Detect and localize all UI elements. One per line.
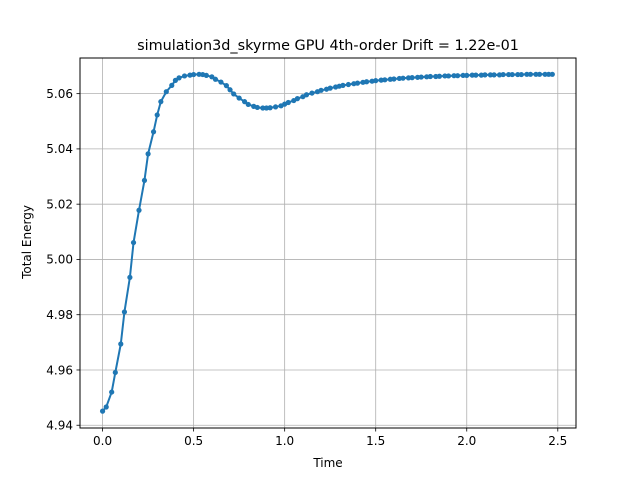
data-point bbox=[409, 75, 415, 81]
data-point bbox=[436, 73, 443, 79]
data-point bbox=[451, 73, 457, 79]
data-point bbox=[130, 239, 137, 246]
data-point bbox=[163, 89, 169, 95]
data-point bbox=[509, 71, 515, 78]
data-point bbox=[400, 75, 406, 81]
data-point bbox=[254, 104, 260, 111]
data-point bbox=[518, 71, 524, 78]
data-point bbox=[118, 341, 124, 347]
data-point bbox=[469, 72, 475, 78]
data-point bbox=[99, 408, 106, 414]
data-point bbox=[487, 72, 494, 78]
data-point bbox=[176, 75, 182, 81]
data-point bbox=[418, 74, 424, 80]
data-point bbox=[218, 79, 224, 85]
data-point bbox=[303, 92, 310, 98]
data-point bbox=[227, 87, 233, 93]
data-point bbox=[500, 71, 506, 78]
y-tick-label: 4.98 bbox=[46, 308, 73, 322]
data-point bbox=[491, 72, 497, 78]
data-point bbox=[236, 95, 242, 101]
data-point bbox=[260, 105, 266, 111]
y-tick-label: 4.94 bbox=[46, 419, 73, 433]
data-point bbox=[158, 99, 164, 105]
data-point bbox=[533, 71, 539, 77]
x-tick-label: 1.5 bbox=[366, 434, 385, 448]
x-axis-label: Time bbox=[312, 456, 342, 470]
data-point bbox=[223, 83, 229, 89]
grid-lines bbox=[80, 58, 576, 428]
data-point bbox=[373, 78, 379, 84]
data-point bbox=[191, 71, 197, 78]
data-point bbox=[112, 369, 118, 376]
data-point bbox=[169, 82, 175, 88]
data-point bbox=[109, 389, 115, 395]
data-point bbox=[145, 151, 151, 157]
data-point bbox=[506, 71, 512, 78]
data-point bbox=[527, 71, 534, 77]
data-point bbox=[294, 96, 301, 102]
data-point bbox=[309, 90, 315, 96]
data-point bbox=[524, 71, 530, 77]
data-point bbox=[542, 71, 548, 77]
x-tick-label: 2.5 bbox=[548, 434, 567, 448]
y-tick-label: 4.96 bbox=[46, 363, 73, 377]
data-point bbox=[136, 207, 142, 213]
data-point bbox=[172, 77, 179, 83]
data-point bbox=[154, 112, 160, 118]
y-tick-label: 5.06 bbox=[46, 87, 73, 101]
data-point bbox=[464, 72, 470, 79]
data-point bbox=[267, 105, 273, 111]
chart-title: simulation3d_skyrme GPU 4th-order Drift … bbox=[137, 38, 519, 54]
data-point bbox=[536, 71, 543, 77]
x-tick-label: 2.0 bbox=[457, 434, 476, 448]
data-point bbox=[203, 72, 209, 79]
data-point bbox=[442, 73, 448, 79]
data-point bbox=[212, 76, 219, 82]
data-point bbox=[460, 72, 466, 79]
data-point bbox=[231, 91, 237, 97]
x-axis-ticks: 0.0 0.5 1.0 1.5 2.0 2.5 bbox=[93, 428, 567, 448]
data-point bbox=[181, 73, 188, 79]
data-point bbox=[482, 72, 488, 78]
data-point bbox=[427, 73, 433, 80]
data-point bbox=[285, 99, 291, 106]
data-point bbox=[445, 73, 452, 79]
data-point bbox=[354, 80, 361, 86]
data-point bbox=[245, 101, 251, 108]
data-point bbox=[127, 274, 133, 280]
data-point bbox=[391, 76, 397, 82]
series-layer bbox=[99, 71, 555, 414]
data-point bbox=[364, 79, 370, 85]
data-point bbox=[340, 82, 346, 88]
data-point bbox=[515, 71, 521, 78]
data-point bbox=[345, 81, 351, 88]
y-tick-label: 5.02 bbox=[46, 197, 73, 211]
data-point bbox=[473, 72, 479, 78]
plot-frame bbox=[79, 57, 577, 429]
data-point bbox=[318, 87, 324, 93]
data-point bbox=[546, 71, 552, 77]
data-point bbox=[455, 73, 461, 79]
data-point bbox=[382, 77, 388, 83]
data-point bbox=[549, 71, 555, 77]
data-point bbox=[327, 85, 333, 91]
y-tick-label: 5.04 bbox=[46, 142, 73, 156]
y-axis-label: Total Energy bbox=[20, 205, 34, 280]
data-point bbox=[209, 74, 215, 80]
x-tick-label: 0.5 bbox=[184, 434, 203, 448]
x-tick-label: 1.0 bbox=[275, 434, 294, 448]
data-point bbox=[272, 104, 279, 110]
data-point bbox=[150, 129, 157, 135]
data-point bbox=[103, 404, 109, 410]
y-tick-label: 5.00 bbox=[46, 253, 73, 267]
data-point bbox=[121, 309, 128, 315]
x-tick-label: 0.0 bbox=[93, 434, 112, 448]
data-point bbox=[242, 99, 248, 105]
y-axis-ticks: 4.94 4.96 4.98 5.00 5.02 5.04 5.06 bbox=[46, 87, 80, 433]
data-point bbox=[141, 177, 148, 184]
